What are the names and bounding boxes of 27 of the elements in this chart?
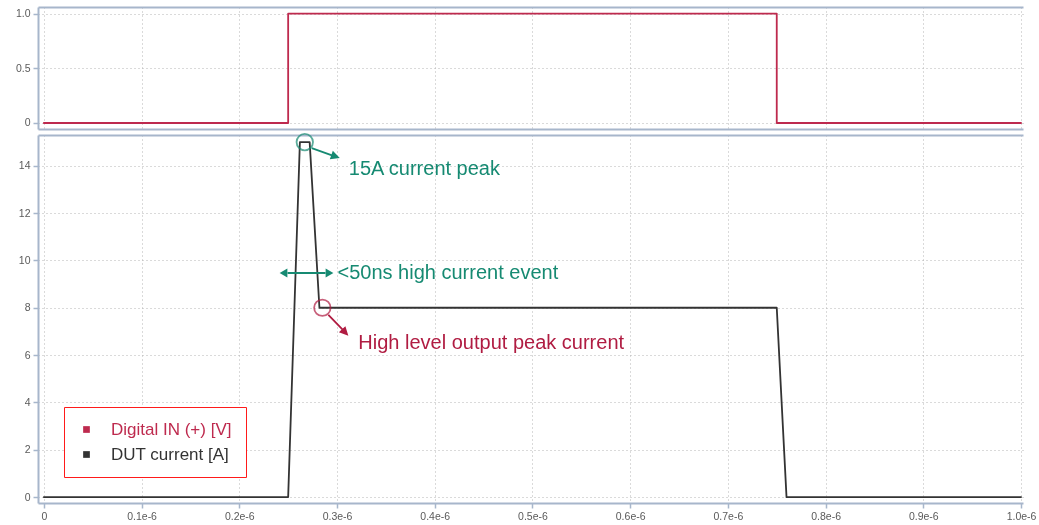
x-tick-label: 0.5e-6 — [518, 509, 548, 522]
x-tick-label: 0.8e-6 — [811, 509, 842, 522]
x-tick-label: 0.2e-6 — [224, 509, 255, 522]
annotation: High level output peak current — [358, 330, 625, 353]
legend-label: Digital IN (+) [V] — [111, 419, 232, 439]
y-tick-label: 6 — [24, 348, 31, 361]
y-tick-label: 0 — [24, 490, 31, 503]
x-tick-label: 0.3e-6 — [322, 509, 353, 522]
legend-label: DUT current [A] — [111, 444, 229, 464]
annotation: <50ns high current event — [337, 261, 559, 283]
annotation: 15A current peak — [348, 157, 501, 180]
y-tick-label: 10 — [18, 253, 31, 266]
y-tick-label: 1.0 — [15, 7, 31, 20]
x-tick-label: 0.9e-6 — [908, 509, 939, 522]
x-tick-label: 1.0e-6 — [1006, 509, 1037, 522]
x-tick-label: 0.4e-6 — [420, 509, 451, 522]
y-tick-label: 0 — [24, 116, 31, 129]
y-tick-label: 14 — [18, 159, 31, 172]
y-tick-label: 4 — [24, 395, 31, 408]
x-tick-label: 0 — [41, 509, 48, 522]
x-tick-label: 0.1e-6 — [127, 509, 158, 522]
y-tick-label: 0.5 — [15, 61, 31, 74]
x-tick-label: 0.7e-6 — [713, 509, 744, 522]
x-tick-label: 0.6e-6 — [615, 509, 646, 522]
y-tick-label: 8 — [24, 301, 31, 314]
y-tick-label: 12 — [18, 206, 31, 219]
y-tick-label: 2 — [24, 443, 31, 456]
